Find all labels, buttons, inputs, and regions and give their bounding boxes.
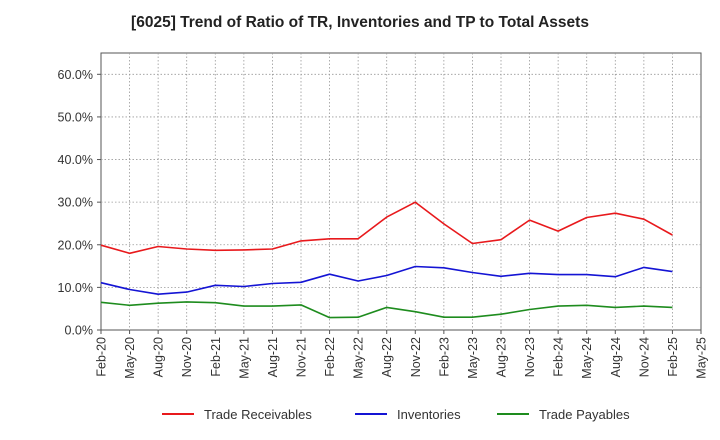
x-tick-label: Aug-24 [609, 337, 623, 377]
x-tick-label: Feb-21 [209, 337, 223, 377]
series-line-3 [100, 301, 673, 319]
x-tick-label: Feb-22 [323, 337, 337, 377]
y-tick-label: 30.0% [58, 196, 93, 210]
x-tick-label: Aug-21 [266, 337, 280, 377]
series-line-2 [100, 265, 673, 296]
x-tick-label: Nov-24 [637, 337, 651, 377]
x-tick-label: Feb-20 [95, 337, 109, 377]
y-tick-label: 10.0% [58, 281, 93, 295]
chart-title: [6025] Trend of Ratio of TR, Inventories… [131, 14, 589, 31]
legend-label: Trade Receivables [204, 407, 312, 422]
x-tick-label: Nov-22 [409, 337, 423, 377]
y-axis-ticks: 0.0% 10.0% 20.0% 30.0% 40.0% 50.0% 60.0% [58, 68, 101, 338]
legend-label: Trade Payables [539, 407, 630, 422]
series-line-1 [100, 201, 673, 255]
x-tick-label: Feb-25 [666, 337, 680, 377]
x-tick-label: Nov-20 [180, 337, 194, 377]
legend: Trade Receivables Inventories Trade Payabl… [162, 407, 630, 422]
x-tick-label: May-21 [237, 337, 251, 379]
x-tick-label: May-23 [466, 337, 480, 379]
x-tick-label: Aug-22 [380, 337, 394, 377]
grid-lines [101, 53, 701, 330]
x-tick-label: Nov-21 [295, 337, 309, 377]
x-tick-label: Feb-24 [552, 337, 566, 377]
legend-label: Inventories [397, 407, 461, 422]
y-tick-label: 40.0% [58, 153, 93, 167]
y-tick-label: 20.0% [58, 238, 93, 252]
x-tick-label: Nov-23 [523, 337, 537, 377]
x-tick-label: Feb-23 [437, 337, 451, 377]
x-tick-label: May-22 [352, 337, 366, 379]
x-axis-ticks: Feb-20 May-20 Aug-20 Nov-20 Feb-21 May-21 Aug-… [95, 330, 709, 379]
x-tick-label: Aug-20 [152, 337, 166, 377]
series-lines [100, 201, 673, 319]
y-tick-label: 0.0% [65, 324, 94, 338]
plot-area [100, 52, 702, 331]
y-tick-label: 60.0% [58, 68, 93, 82]
x-tick-label: Aug-23 [495, 337, 509, 377]
x-tick-label: May-24 [580, 337, 594, 379]
x-tick-label: May-25 [695, 337, 709, 379]
x-tick-label: May-20 [123, 337, 137, 379]
y-tick-label: 50.0% [58, 110, 93, 124]
